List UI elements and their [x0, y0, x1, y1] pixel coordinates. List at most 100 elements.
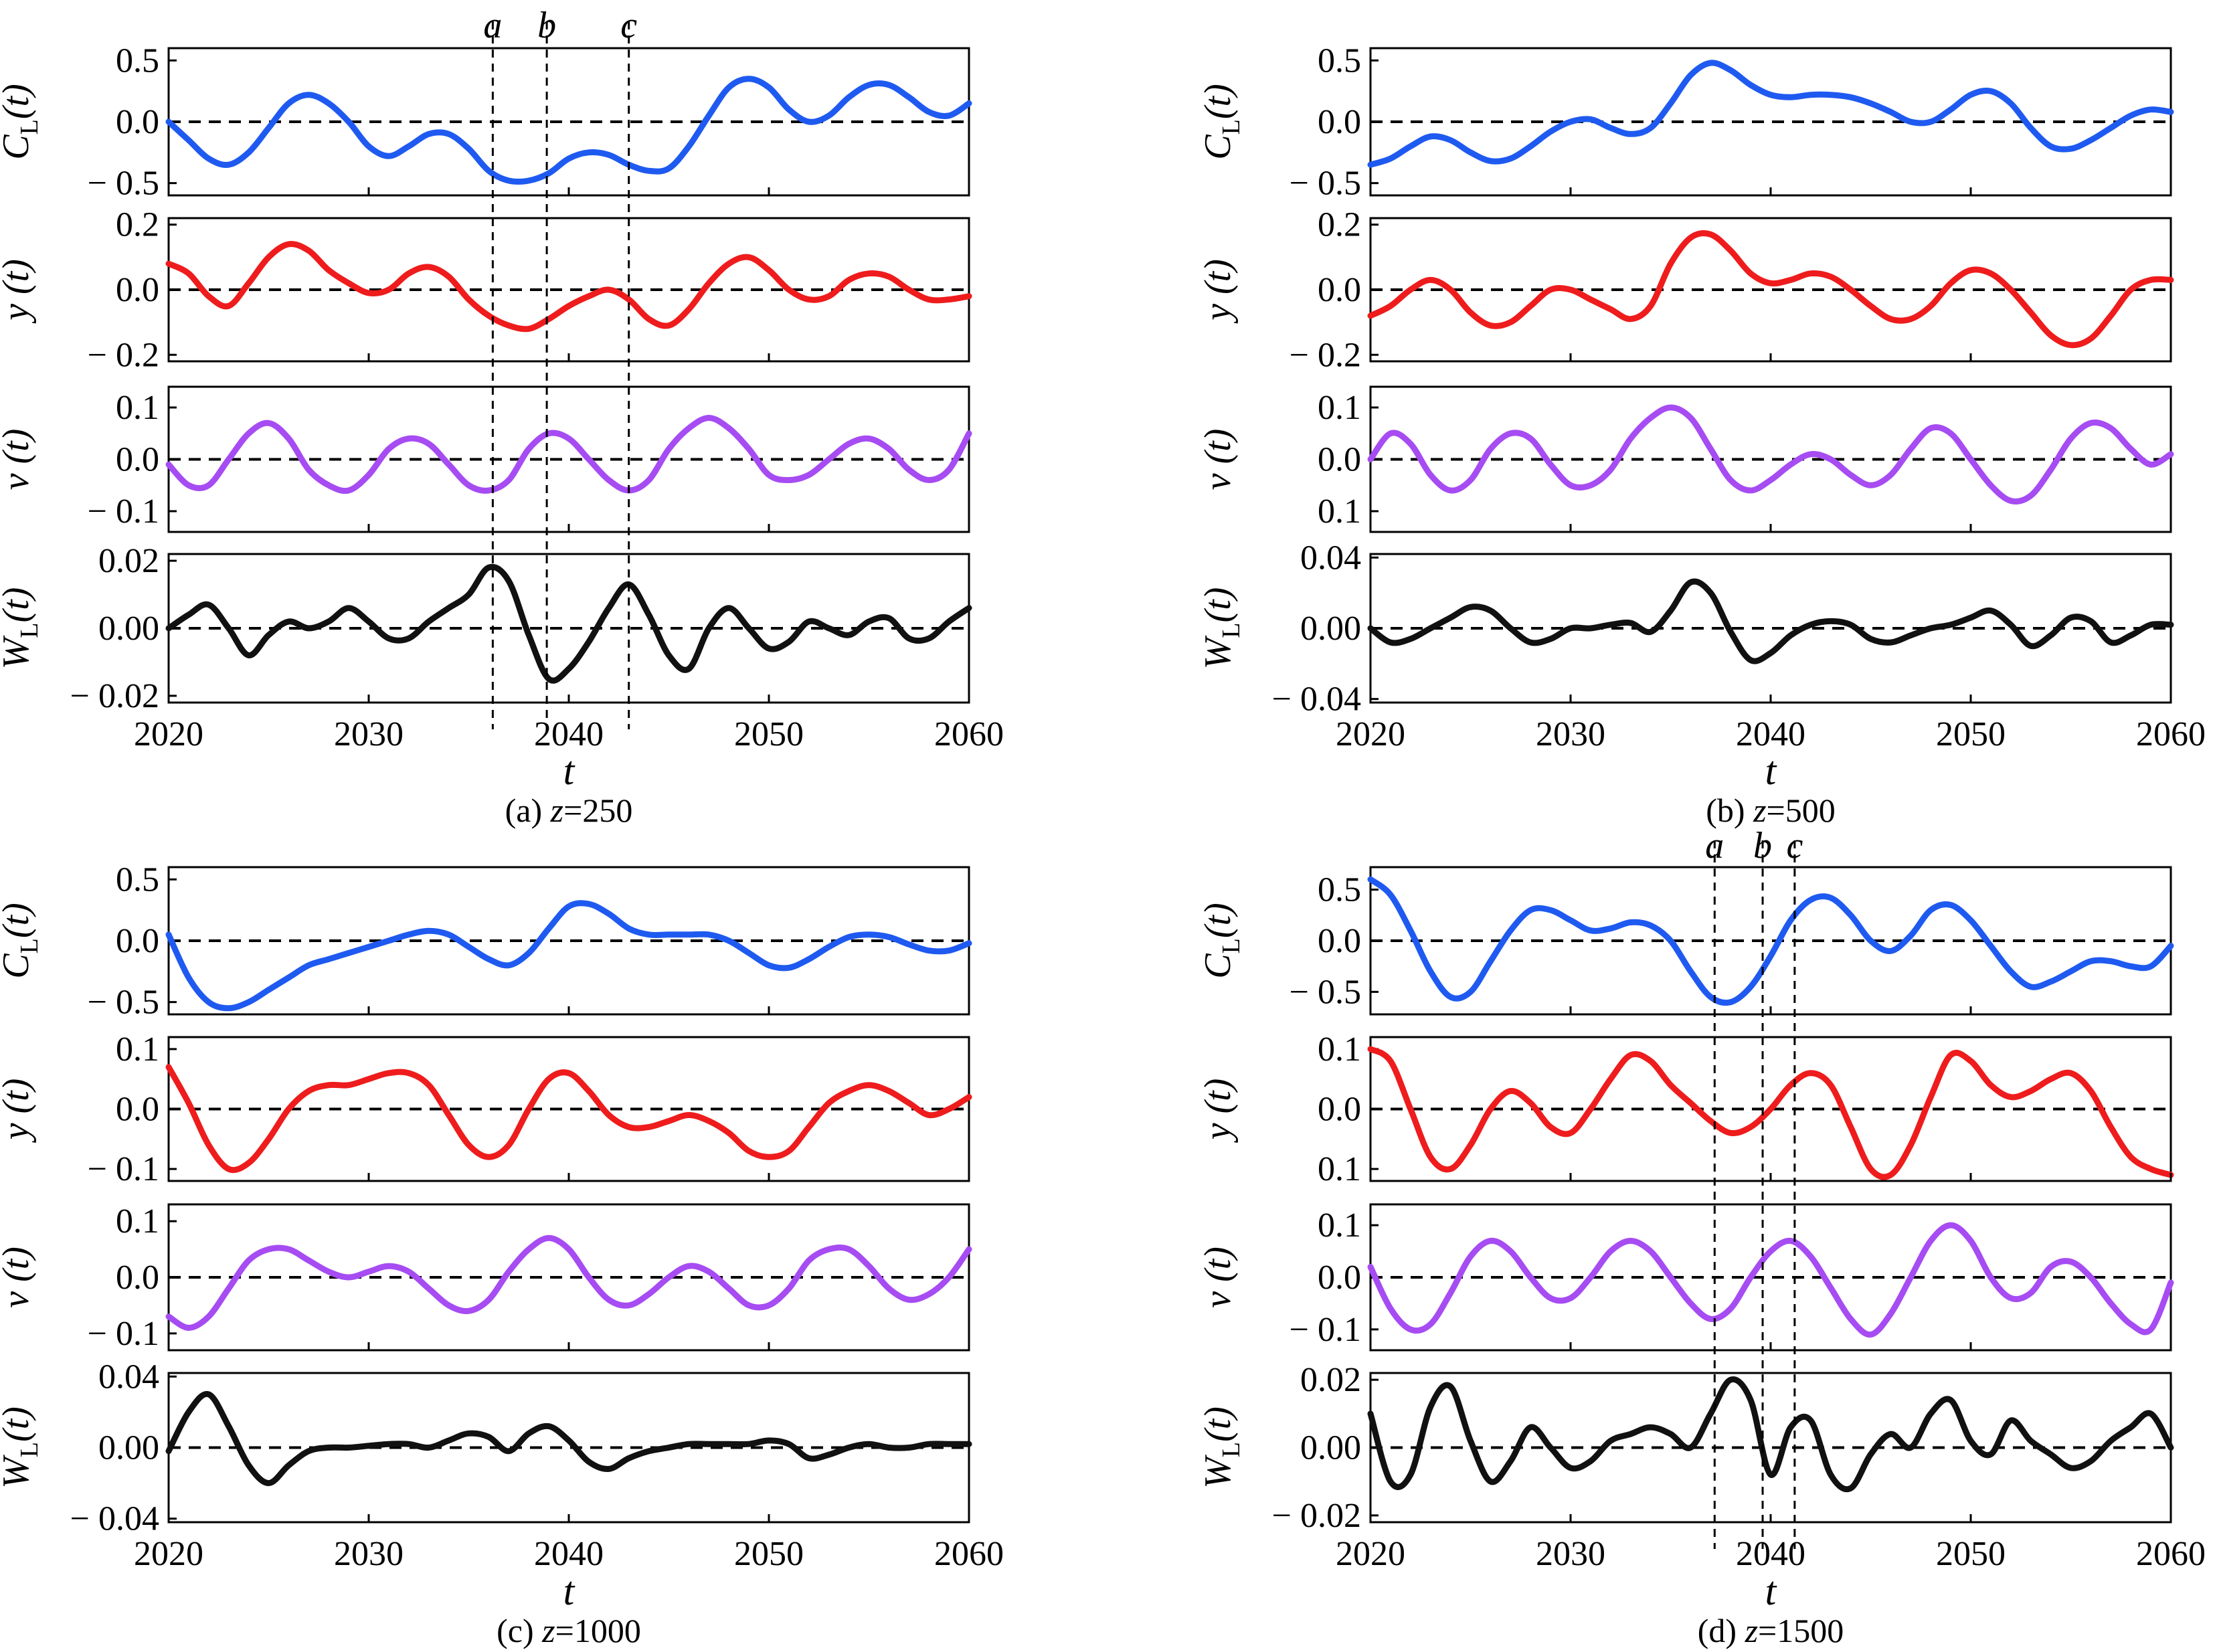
y-tick-label: − 0.5 [1290, 165, 1361, 203]
y-axis-title: v (t) [1197, 429, 1239, 490]
y-tick-label: − 0.2 [88, 336, 159, 374]
y-tick-label: 0.04 [98, 1358, 159, 1396]
y-tick-label: 0.1 [1318, 1206, 1361, 1245]
y-tick-label: 0.0 [1318, 441, 1361, 479]
caption-prefix: (d) [1698, 1612, 1745, 1649]
y-tick-label: 0.0 [116, 1091, 159, 1129]
y-axis-title-subscript: L [1217, 622, 1245, 638]
y-tick-label: 0.0 [116, 1259, 159, 1297]
y-axis-title-subscript: L [1217, 1442, 1245, 1457]
x-tick-label: 2060 [2136, 1535, 2206, 1573]
y-axis-title-tail: (t) [1197, 587, 1239, 623]
y-tick-label: 0.5 [1318, 41, 1361, 80]
panel-caption: (a) z=250 [505, 792, 633, 829]
panel-caption: (d) z=1500 [1698, 1612, 1844, 1649]
y-axis-title-tail: (t) [0, 1406, 37, 1442]
y-axis-title: CL(t) [0, 84, 43, 159]
y-tick-label: 0.00 [98, 1429, 159, 1467]
caption-prefix: (c) [497, 1612, 542, 1649]
series-line-CL [165, 76, 972, 185]
series-line-y [165, 1064, 972, 1174]
y-tick-label: 0.0 [116, 103, 159, 141]
subplot-CL: 0.5 0.0 − 0.5 CL(t) [0, 860, 972, 1022]
series-line-y [1367, 230, 2174, 349]
y-axis-title-tail: (t) [1197, 84, 1239, 119]
series-line-WL [165, 563, 972, 684]
plot-frame [1369, 217, 2172, 363]
y-axis-title-main: C [1197, 134, 1239, 160]
plot-frame [1369, 385, 2172, 533]
y-axis-title-tail: (t) [1197, 259, 1239, 304]
plot-frame [1369, 1203, 2172, 1352]
y-tick-label: 0.02 [98, 542, 159, 580]
y-axis-title-main: C [1197, 953, 1239, 979]
y-tick-label: 0.2 [1318, 206, 1361, 244]
x-tick-label: 2020 [134, 715, 203, 753]
y-tick-label: − 0.5 [88, 984, 159, 1022]
y-tick-label: − 0.04 [70, 1500, 159, 1538]
caption-value: =1500 [1758, 1612, 1844, 1649]
panel-caption: (c) z=1000 [497, 1612, 641, 1649]
panel-a: 0.50.0− 0.5CL(t)0.2 0.0 − 0.2 y (t) 0.1 0.0 − … [0, 5, 1004, 829]
y-axis-title: WL(t) [0, 587, 43, 670]
series-line-CL [165, 900, 972, 1012]
subplot-v: 0.1 0.0 − 0.1 v (t) [0, 1202, 972, 1353]
y-tick-label: 0.5 [1318, 871, 1361, 909]
y-tick-label: − 0.02 [1272, 1497, 1361, 1535]
y-tick-label: 0.00 [98, 610, 159, 648]
y-axis-title-main: y [0, 1123, 37, 1143]
y-tick-label: 0.02 [1300, 1361, 1361, 1399]
y-axis-title-tail: (t) [0, 84, 37, 119]
y-axis-title-subscript: L [15, 622, 43, 638]
y-axis-title-tail: (t) [0, 259, 37, 304]
caption-value: =1000 [555, 1612, 641, 1649]
marker-label-c: c [1786, 825, 1803, 866]
caption-value: =250 [563, 792, 632, 829]
y-tick-label: 0.0 [1318, 103, 1361, 141]
subplot-y: 0.2 0.0 − 0.2 y (t) [0, 206, 972, 374]
caption-variable: z [550, 792, 563, 829]
y-axis-title-main: v [1197, 473, 1239, 490]
y-axis-title-main: v [0, 1291, 37, 1308]
y-tick-label: 0.1 [1318, 1030, 1361, 1069]
y-axis-title-tail: (t) [1197, 903, 1239, 938]
x-axis-title: t [1765, 749, 1777, 793]
y-axis-title-main: W [1197, 635, 1239, 669]
panel-b: 0.50.0− 0.5CL(t)0.20.0− 0.2y (t)0.10.00.… [1197, 41, 2206, 829]
y-tick-label: 0.0 [116, 271, 159, 309]
y-tick-label: 0.2 [116, 206, 159, 244]
y-axis-title-tail: (t) [1197, 1079, 1239, 1123]
x-tick-label: 2050 [734, 1535, 804, 1573]
x-tick-label: 2050 [734, 715, 804, 753]
y-axis-title: y (t) [0, 1079, 37, 1143]
marker-label-a: a [483, 5, 502, 46]
caption-variable: z [1745, 1612, 1758, 1649]
y-tick-label: 0.1 [116, 389, 159, 427]
plot-frame [167, 866, 970, 1016]
y-axis-title: CL(t) [1197, 903, 1245, 978]
y-axis-title-tail: (t) [0, 903, 37, 938]
caption-variable: z [541, 1612, 555, 1649]
y-tick-label: 0.1 [116, 1202, 159, 1241]
x-tick-label: 2030 [334, 715, 404, 753]
y-tick-label: 0.1 [1318, 389, 1361, 427]
y-axis-title-main: v [1197, 1291, 1239, 1308]
y-tick-label: − 0.2 [1290, 336, 1361, 374]
y-axis-title-main: y [1197, 1123, 1239, 1143]
y-tick-label: 0.1 [116, 1030, 159, 1069]
series-line-v [165, 1234, 972, 1331]
y-axis-title: WL(t) [1197, 587, 1245, 670]
y-axis-title-subscript: L [1217, 938, 1245, 953]
subplot-CL: 0.5 0.0 − 0.5 CL(t) [0, 41, 972, 203]
y-tick-label: − 0.04 [1272, 680, 1361, 719]
subplot-v: 0.1 0.0 0.1 v (t) [1197, 385, 2174, 533]
plot-frame [167, 217, 970, 363]
y-axis-title-main: W [0, 1455, 37, 1489]
subplot-WL: 0.04 0.00 − 0.04 WL(t) [0, 1358, 972, 1538]
x-tick-label: 2050 [1936, 715, 2006, 753]
x-tick-label: 2020 [134, 1535, 203, 1573]
y-axis-title-tail: (t) [1197, 1247, 1239, 1291]
x-tick-label: 2040 [1736, 1535, 1805, 1573]
y-axis-title: y (t) [0, 259, 37, 324]
y-tick-label: 0.1 [1318, 1150, 1361, 1188]
